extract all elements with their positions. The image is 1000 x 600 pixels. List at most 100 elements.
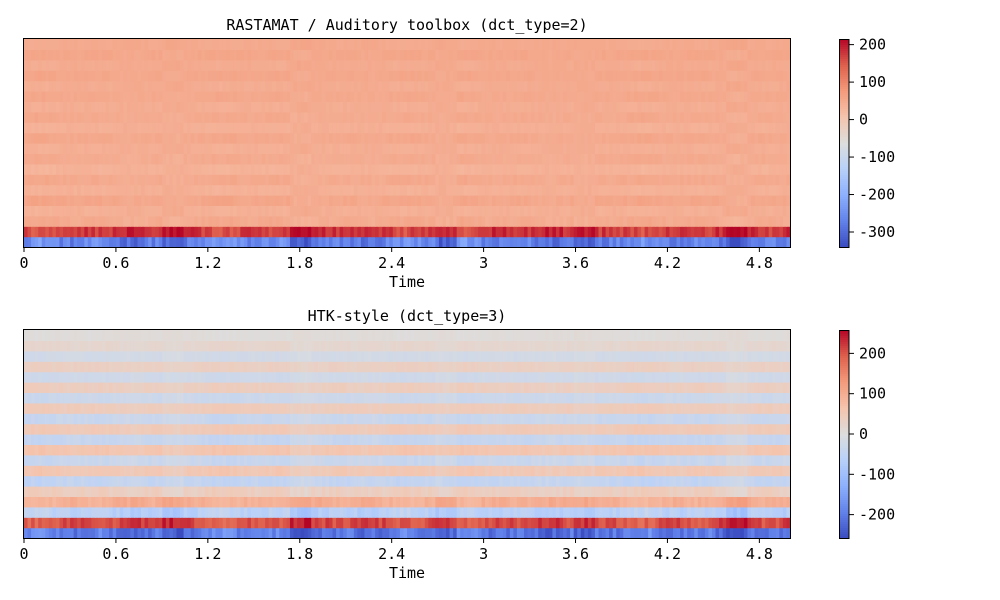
heatmap-cell (520, 527, 525, 539)
heatmap-cell (215, 59, 220, 71)
heatmap-cell (534, 226, 539, 238)
heatmap-cell (208, 111, 213, 123)
heatmap-cell (286, 70, 291, 82)
heatmap-cell (414, 205, 419, 217)
heatmap-cell (91, 205, 96, 217)
heatmap-cell (211, 132, 217, 144)
heatmap-cell (446, 49, 451, 61)
heatmap-cell (339, 195, 344, 206)
heatmap-cell (165, 226, 170, 238)
heatmap-cell (680, 49, 685, 61)
heatmap-cell (254, 80, 259, 92)
heatmap-cell (321, 205, 327, 217)
heatmap-cell (655, 174, 660, 186)
heatmap-cell (208, 195, 213, 206)
heatmap-cell (84, 215, 89, 227)
heatmap-cell (133, 195, 139, 206)
heatmap-cell (697, 143, 702, 154)
heatmap-cell (534, 184, 539, 196)
heatmap-cell (460, 59, 465, 71)
heatmap-cell (204, 91, 210, 102)
heatmap-cell (222, 226, 227, 238)
heatmap-cell (665, 174, 671, 186)
heatmap-cell (77, 132, 82, 144)
heatmap-cell (325, 506, 330, 518)
heatmap-cell (669, 236, 674, 248)
heatmap-cell (676, 143, 681, 154)
colorbar-segment (839, 51, 849, 54)
heatmap-cell (559, 111, 564, 123)
heatmap-cell (126, 80, 131, 92)
heatmap-cell (233, 506, 238, 518)
heatmap-cell (169, 184, 174, 196)
heatmap-cell (460, 132, 465, 144)
heatmap-cell (672, 215, 678, 227)
x-tick-label: 2.4 (378, 254, 405, 272)
heatmap-cell (563, 132, 568, 144)
heatmap-cell (211, 153, 217, 165)
heatmap-cell (55, 195, 61, 206)
heatmap-cell (765, 226, 770, 238)
heatmap-cell (474, 111, 479, 123)
heatmap-cell (580, 39, 585, 50)
heatmap-cell (637, 215, 642, 227)
heatmap-cell (396, 111, 401, 123)
heatmap-cell (605, 527, 610, 539)
heatmap-cell (431, 195, 436, 206)
heatmap-cell (350, 174, 355, 186)
heatmap-cell (665, 70, 671, 82)
heatmap-cell (541, 39, 546, 50)
heatmap-cell (524, 39, 529, 50)
heatmap-cell (382, 174, 387, 186)
heatmap-cell (73, 91, 78, 102)
heatmap-cell (300, 184, 305, 196)
heatmap-cell (407, 153, 412, 165)
heatmap-cell (665, 80, 671, 92)
heatmap-cell (570, 174, 575, 186)
heatmap-cell (219, 184, 224, 196)
heatmap-cell (328, 111, 334, 123)
heatmap-cell (527, 226, 532, 238)
heatmap-cell (261, 506, 266, 518)
heatmap-cell (591, 111, 596, 123)
heatmap-cell (644, 101, 649, 113)
heatmap-cell (328, 122, 334, 134)
heatmap-cell (247, 215, 252, 227)
heatmap-cell (545, 49, 550, 61)
heatmap-cell (729, 195, 734, 206)
heatmap-cell (676, 91, 681, 102)
heatmap-cell (318, 184, 323, 196)
heatmap-cell (470, 39, 475, 50)
heatmap-cell (45, 80, 50, 92)
heatmap-cell (31, 91, 36, 102)
heatmap-cell (250, 49, 256, 61)
heatmap-cell (297, 143, 302, 154)
heatmap-cell (286, 49, 291, 61)
heatmap-cell (194, 143, 199, 154)
heatmap-cell (641, 49, 646, 61)
heatmap-cell (84, 153, 89, 165)
heatmap-cell (176, 143, 181, 154)
heatmap-cell (740, 59, 745, 71)
heatmap-cell (704, 517, 710, 529)
heatmap-cell (282, 153, 288, 165)
heatmap-cell (119, 39, 124, 50)
heatmap-cell (538, 143, 543, 154)
heatmap-cell (350, 163, 355, 175)
heatmap-cell (243, 226, 249, 238)
heatmap-cell (194, 122, 199, 134)
heatmap-cell (665, 205, 671, 217)
heatmap-cell (488, 174, 493, 186)
heatmap-cell (59, 111, 64, 123)
heatmap-cell (563, 111, 568, 123)
heatmap-cell (446, 132, 451, 144)
heatmap-cell (552, 101, 557, 113)
heatmap-cell (102, 80, 107, 92)
heatmap-cell (279, 143, 284, 154)
heatmap-cell (524, 215, 529, 227)
heatmap-cell (151, 205, 156, 217)
heatmap-cell (311, 39, 316, 50)
heatmap-cell (474, 236, 479, 248)
heatmap-cell (541, 70, 546, 82)
heatmap-cell (375, 174, 380, 186)
